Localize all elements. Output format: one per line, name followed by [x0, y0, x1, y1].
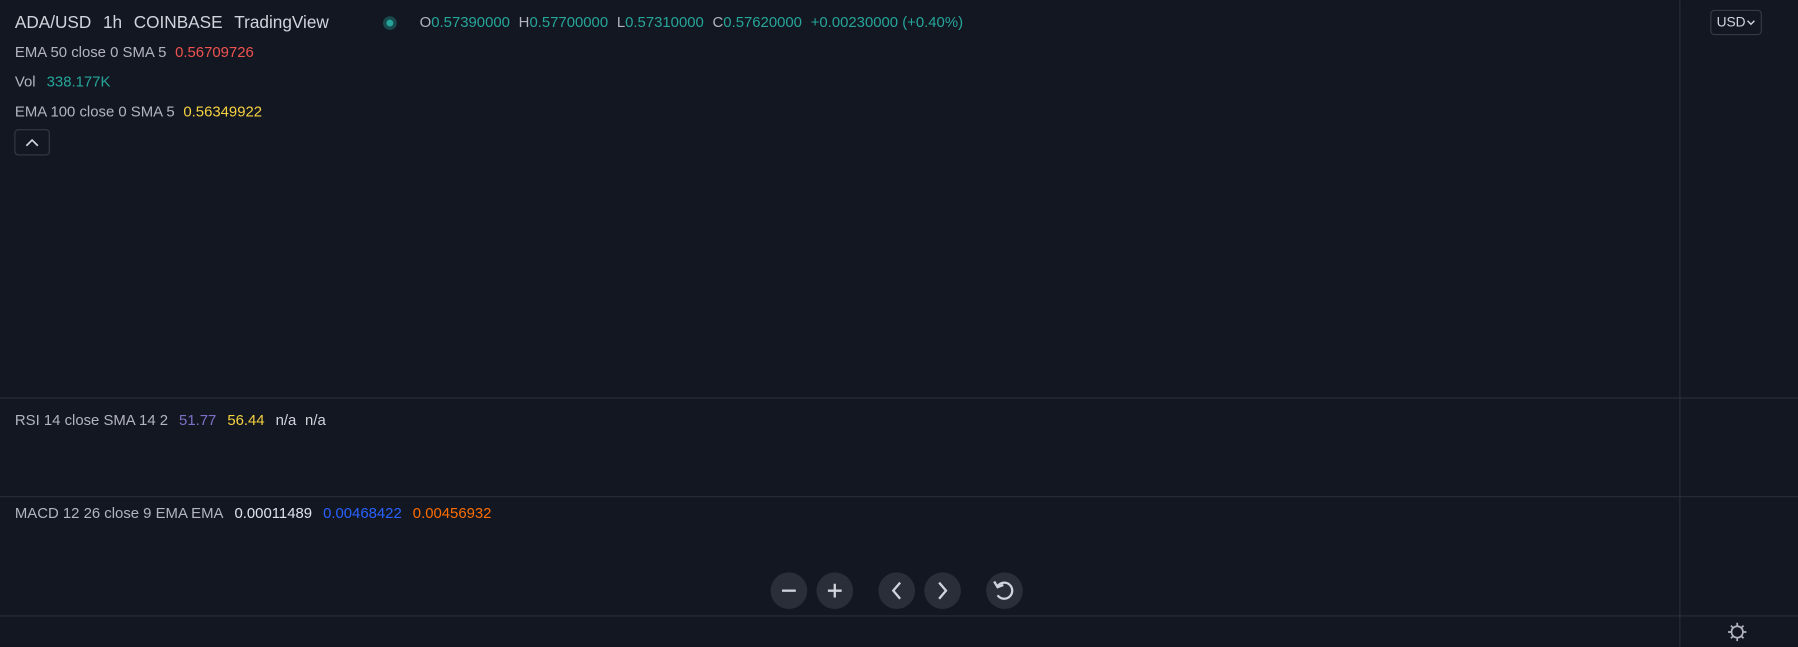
ema50-legend: EMA 50 close 0 SMA 5 0.56709726 [15, 45, 254, 61]
currency-label: USD [1717, 15, 1746, 30]
collapse-button[interactable] [14, 129, 50, 156]
ohlc-letter: H [519, 15, 530, 31]
rsi-legend: RSI 14 close SMA 14 2 51.77 56.44 n/a n/… [15, 413, 327, 429]
button-circle[interactable] [924, 572, 961, 610]
ohlc-letter: L [617, 15, 625, 31]
reset-icon [996, 581, 1014, 600]
indicator-value: 51.77 [179, 413, 216, 429]
volume-legend: Vol 338.177K [15, 75, 111, 91]
plus-icon [827, 583, 842, 598]
reset-button[interactable] [986, 572, 1023, 610]
reset-arrow [993, 580, 1004, 589]
button-frame[interactable] [14, 129, 50, 156]
ohlc-value: 0.57620000 [723, 15, 802, 31]
indicator-value: 0.56349922 [183, 104, 262, 120]
scroll-right-button[interactable] [924, 572, 961, 610]
interval: 1h [103, 12, 122, 32]
zoom-out-button[interactable] [770, 572, 808, 610]
indicator-name: Vol [15, 75, 36, 91]
ohlc-letter: C [713, 15, 724, 31]
currency-button[interactable]: USD [1710, 9, 1762, 36]
indicator-value: 0.56709726 [175, 45, 254, 61]
scroll-left-button[interactable] [878, 572, 916, 610]
button-circle[interactable] [986, 572, 1023, 610]
indicator-name: EMA 50 close 0 SMA 5 [15, 45, 166, 61]
exchange: COINBASE [134, 12, 223, 32]
source: TradingView [234, 12, 329, 32]
indicator-value: 0.00011489 [234, 506, 312, 522]
ohlc-value: 0.57310000 [625, 15, 704, 31]
chevron-right [938, 581, 948, 600]
indicator-value: 0.00468422 [323, 506, 402, 522]
symbol-legend: ADA/USD 1h COINBASE TradingView [15, 12, 330, 32]
indicator-name: RSI 14 close SMA 14 2 [15, 413, 168, 429]
chevron-left [891, 581, 902, 600]
ema100-legend: EMA 100 close 0 SMA 5 0.56349922 [15, 104, 262, 120]
indicator-name: MACD 12 26 close 9 EMA EMA [15, 506, 224, 522]
ohlc-legend: O0.57390000 H0.57700000 L0.57310000 C0.5… [420, 15, 963, 31]
market-status-dot [386, 19, 394, 27]
indicator-value: 0.00456932 [413, 506, 492, 522]
gear-teeth [1728, 622, 1747, 642]
indicator-value: 338.177K [47, 75, 111, 91]
chevron-up [25, 138, 39, 147]
indicator-value: n/a [305, 413, 326, 429]
symbol: ADA/USD [15, 12, 91, 32]
ohlc-value: 0.57390000 [431, 15, 510, 31]
ohlc-letter: O [420, 15, 432, 31]
zoom-in-button[interactable] [816, 572, 854, 610]
indicator-name: EMA 100 close 0 SMA 5 [15, 104, 175, 120]
button-frame[interactable] [1710, 9, 1762, 36]
macd-legend: MACD 12 26 close 9 EMA EMA 0.00011489 0.… [15, 506, 492, 522]
settings-button[interactable] [1728, 622, 1747, 642]
button-circle[interactable] [878, 572, 916, 610]
indicator-value: n/a [276, 413, 297, 429]
ohlc-value: 0.57700000 [529, 15, 608, 31]
chevron-down [1747, 20, 1755, 26]
change: +0.00230000 (+0.40%) [811, 15, 963, 31]
indicator-value: 56.44 [227, 413, 264, 429]
